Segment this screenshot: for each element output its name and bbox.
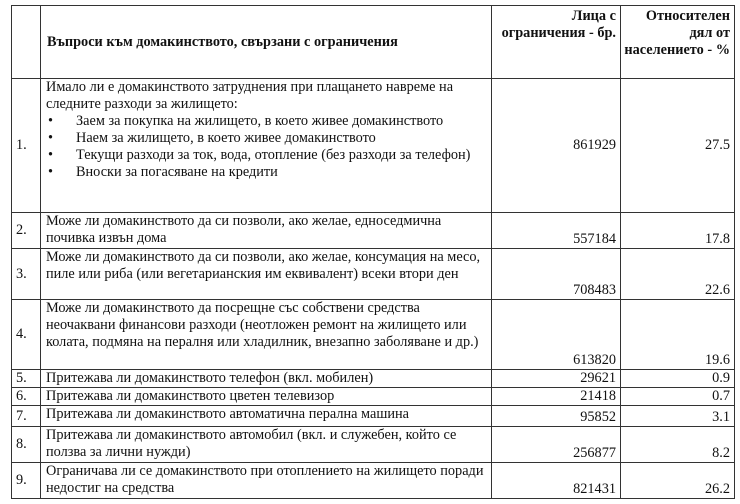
header-persons: Лица с ограничения - бр. bbox=[491, 5, 621, 79]
row-persons: 557184 bbox=[491, 212, 621, 249]
row-share: 26.2 bbox=[620, 462, 735, 499]
question-text: Имало ли е домакинството затруднения при… bbox=[46, 79, 454, 113]
header-number bbox=[11, 5, 41, 79]
row-share: 22.6 bbox=[620, 248, 735, 300]
row-question: Притежава ли домакинството автоматична п… bbox=[40, 405, 492, 427]
row-number: 2. bbox=[11, 212, 41, 249]
row-question: Може ли домакинството да посрещне със со… bbox=[40, 299, 492, 370]
row-number: 9. bbox=[11, 462, 41, 499]
row-question: Имало ли е домакинството затруднения при… bbox=[40, 78, 492, 213]
row-question: Притежава ли домакинството автомобил (вк… bbox=[40, 426, 492, 463]
header-share: Относителен дял от населението - % bbox=[620, 5, 735, 79]
row-number: 7. bbox=[11, 405, 41, 427]
row-question: Може ли домакинството да си позволи, ако… bbox=[40, 212, 492, 249]
row-share: 19.6 bbox=[620, 299, 735, 370]
row-question: Може ли домакинството да си позволи, ако… bbox=[40, 248, 492, 300]
row-share: 17.8 bbox=[620, 212, 735, 249]
row-number: 4. bbox=[11, 299, 41, 370]
row-share: 8.2 bbox=[620, 426, 735, 463]
row-question: Притежава ли домакинството цветен телеви… bbox=[40, 387, 492, 406]
row-share: 0.7 bbox=[620, 387, 735, 406]
household-restrictions-table: Въпроси към домакинството, свързани с ог… bbox=[11, 5, 735, 499]
table-row: 3. Може ли домакинството да си позволи, … bbox=[11, 248, 735, 300]
row-number: 1. bbox=[11, 78, 41, 213]
row-persons: 861929 bbox=[491, 78, 621, 213]
row-number: 8. bbox=[11, 426, 41, 463]
table-row: 7. Притежава ли домакинството автоматичн… bbox=[11, 405, 735, 427]
table-row: 5. Притежава ли домакинството телефон (в… bbox=[11, 369, 735, 388]
list-item: Наем за жилището, в което живее домакинс… bbox=[46, 130, 488, 147]
row-persons: 29621 bbox=[491, 369, 621, 388]
header-row: Въпроси към домакинството, свързани с ог… bbox=[11, 5, 735, 79]
list-item: Вноски за погасяване на кредити bbox=[46, 164, 488, 181]
list-item: Текущи разходи за ток, вода, отопление (… bbox=[46, 147, 488, 164]
row-question: Ограничава ли се домакинството при отопл… bbox=[40, 462, 492, 499]
row-persons: 708483 bbox=[491, 248, 621, 300]
row-persons: 95852 bbox=[491, 405, 621, 427]
bullet-list: Заем за покупка на жилището, в което жив… bbox=[46, 113, 488, 181]
row-number: 6. bbox=[11, 387, 41, 406]
row-question: Притежава ли домакинството телефон (вкл.… bbox=[40, 369, 492, 388]
row-persons: 821431 bbox=[491, 462, 621, 499]
row-number: 5. bbox=[11, 369, 41, 388]
table-row: 6. Притежава ли домакинството цветен тел… bbox=[11, 387, 735, 406]
row-share: 0.9 bbox=[620, 369, 735, 388]
list-item: Заем за покупка на жилището, в което жив… bbox=[46, 113, 488, 130]
row-number: 3. bbox=[11, 248, 41, 300]
table-row: 1. Имало ли е домакинството затруднения … bbox=[11, 78, 735, 213]
row-persons: 21418 bbox=[491, 387, 621, 406]
table-row: 8. Притежава ли домакинството автомобил … bbox=[11, 426, 735, 463]
table-row: 2. Може ли домакинството да си позволи, … bbox=[11, 212, 735, 249]
table-row: 9. Ограничава ли се домакинството при от… bbox=[11, 462, 735, 499]
row-persons: 613820 bbox=[491, 299, 621, 370]
table-row: 4. Може ли домакинството да посрещне със… bbox=[11, 299, 735, 370]
row-persons: 256877 bbox=[491, 426, 621, 463]
row-share: 3.1 bbox=[620, 405, 735, 427]
header-question: Въпроси към домакинството, свързани с ог… bbox=[40, 5, 492, 79]
row-share: 27.5 bbox=[620, 78, 735, 213]
